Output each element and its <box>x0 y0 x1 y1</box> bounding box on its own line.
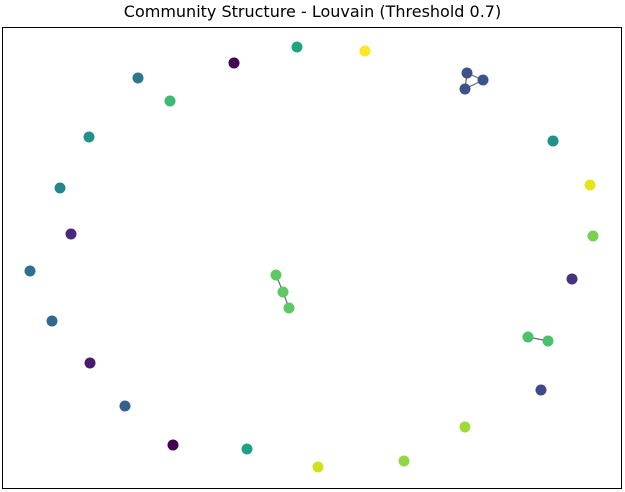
plot-frame <box>2 27 622 489</box>
graph-node <box>459 421 471 433</box>
graph-node <box>119 400 131 412</box>
graph-node <box>54 182 66 194</box>
graph-node <box>228 57 240 69</box>
graph-node <box>459 83 471 95</box>
graph-node <box>566 273 578 285</box>
graph-node <box>312 461 324 473</box>
graph-node <box>359 45 371 57</box>
graph-node <box>547 135 559 147</box>
graph-node <box>46 315 58 327</box>
graph-node <box>241 443 253 455</box>
graph-node <box>542 335 554 347</box>
graph-node <box>164 95 176 107</box>
graph-node <box>477 74 489 86</box>
graph-node <box>24 265 36 277</box>
graph-title: Community Structure - Louvain (Threshold… <box>123 2 502 21</box>
graph-node <box>84 357 96 369</box>
graph-node <box>291 41 303 53</box>
graph-node <box>65 228 77 240</box>
graph-node <box>83 131 95 143</box>
graph-node <box>167 439 179 451</box>
graph-node <box>535 384 547 396</box>
graph-node <box>461 67 473 79</box>
graph-node <box>277 286 289 298</box>
graph-node <box>270 269 282 281</box>
graph-node <box>522 331 534 343</box>
graph-node <box>398 455 410 467</box>
graph-node <box>132 72 144 84</box>
graph-node <box>283 302 295 314</box>
node-layer <box>24 41 599 473</box>
graph-node <box>587 230 599 242</box>
graph-node <box>584 179 596 191</box>
edge-layer <box>275 72 549 342</box>
